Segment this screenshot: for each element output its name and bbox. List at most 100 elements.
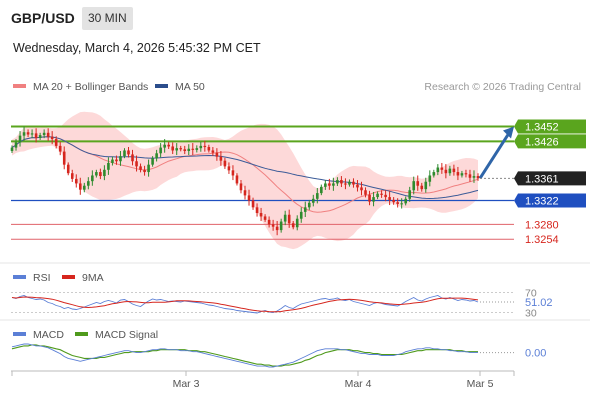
candle: [211, 147, 215, 156]
candle: [328, 178, 331, 190]
candle: [58, 141, 62, 156]
legend-swatch-rsi-ma: [62, 275, 75, 279]
candle: [271, 219, 275, 231]
candle: [287, 209, 291, 228]
macd-signal-line: [11, 344, 478, 367]
candle: [428, 170, 432, 187]
rsi-ma-line: [11, 296, 479, 313]
rsi-level-label: 30: [525, 308, 537, 320]
x-tick-label: Mar 5: [467, 378, 494, 390]
candle: [127, 147, 130, 158]
candle: [143, 165, 146, 176]
legend-swatch-ma50: [155, 84, 168, 88]
candle: [111, 156, 114, 166]
price-tag-1.3361: 1.3361: [480, 171, 586, 186]
candle: [368, 190, 371, 206]
candle: [95, 169, 98, 178]
candle: [175, 143, 179, 156]
legend-label-ma50: MA 50: [175, 81, 205, 93]
rsi-level-label: 70: [525, 288, 537, 300]
candle: [70, 169, 74, 182]
candle: [83, 182, 86, 193]
candle: [279, 218, 283, 233]
candle: [372, 191, 375, 207]
candle: [239, 180, 243, 194]
bollinger-band: [12, 111, 478, 250]
candle: [436, 164, 440, 176]
candle: [344, 178, 347, 190]
candle: [384, 190, 387, 202]
candle: [155, 149, 158, 162]
projection-arrow-shaft: [478, 130, 512, 180]
rsi-current-value: 51.02: [525, 297, 553, 309]
candle: [267, 216, 271, 228]
candle: [424, 177, 428, 193]
candle: [468, 169, 472, 182]
candle: [235, 173, 239, 186]
candle: [448, 165, 452, 176]
macd-line: [11, 343, 478, 368]
candle: [420, 182, 424, 192]
macd-legend: MACD MACD Signal: [13, 329, 158, 341]
chart-datetime: Wednesday, March 4, 2026 5:45:32 PM CET: [13, 41, 261, 55]
candle: [408, 186, 412, 202]
candle: [356, 180, 359, 192]
candle: [131, 149, 134, 166]
price-tag-1.3254: 1.3254: [525, 234, 559, 246]
candle: [26, 129, 30, 138]
candle: [74, 174, 78, 188]
candle: [299, 207, 303, 223]
x-tick-label: Mar 4: [345, 378, 372, 390]
candle: [119, 151, 122, 166]
ma50-line: [11, 136, 479, 200]
projection-arrow-head: [503, 126, 514, 139]
candle: [348, 179, 351, 187]
candle: [412, 176, 416, 195]
candle: [203, 140, 207, 152]
candle: [376, 191, 379, 200]
candle: [320, 184, 323, 196]
candle: [392, 197, 395, 205]
candle: [151, 156, 154, 167]
x-tick-label: Mar 3: [173, 378, 200, 390]
candle: [183, 145, 187, 155]
candle: [42, 129, 46, 139]
candle: [171, 142, 174, 155]
projection-arrow: [478, 126, 514, 180]
moving-averages: [11, 136, 479, 213]
legend-label-rsi-ma: 9MA: [82, 272, 104, 284]
price-level-tags: 1.3452 1.3426 1.3361 1.3322 1.3280 1.3254: [480, 119, 586, 246]
candle: [22, 126, 26, 141]
bollinger-band-fill: [12, 111, 478, 250]
candle: [191, 143, 195, 155]
candle: [66, 162, 70, 176]
candle: [283, 210, 287, 226]
price-level-lines: [11, 125, 514, 240]
candle: [38, 132, 42, 140]
candle: [10, 145, 14, 154]
candle: [123, 148, 126, 159]
candle: [50, 131, 54, 145]
candle: [472, 170, 476, 183]
candle: [291, 220, 295, 230]
candle: [388, 191, 391, 206]
candle: [34, 128, 38, 143]
candle: [215, 148, 219, 161]
candle: [275, 220, 279, 236]
candle: [456, 166, 460, 181]
candle: [247, 189, 251, 206]
legend-swatch-rsi: [13, 275, 26, 279]
timeframe-button[interactable]: 30 MIN: [82, 7, 133, 30]
candle: [460, 170, 464, 178]
candle: [18, 131, 22, 147]
candle: [223, 157, 227, 169]
price-tag-1.3452: 1.3452: [514, 119, 586, 134]
candle: [364, 187, 367, 198]
candle: [107, 157, 110, 175]
time-axis: Mar 3 Mar 4 Mar 5: [11, 370, 515, 390]
candle: [295, 215, 299, 231]
candle: [163, 139, 166, 153]
candle: [187, 144, 191, 156]
candle: [199, 141, 203, 152]
